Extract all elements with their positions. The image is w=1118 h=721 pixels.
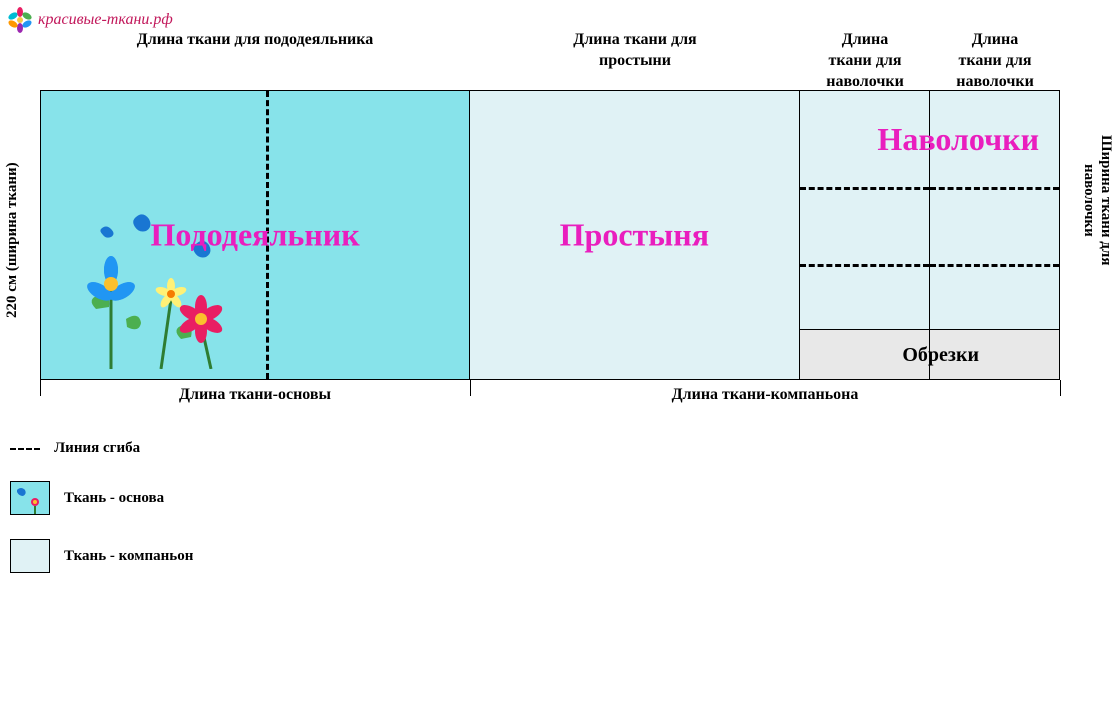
swatch-base-icon (10, 481, 50, 515)
legend: Линия сгиба Ткань - основа Ткань - компа… (10, 440, 193, 597)
top-label-pillow1: Длинаткани длянаволочки (800, 30, 930, 92)
flower-icon (6, 6, 34, 34)
pillows-label: Наволочки (877, 121, 1039, 158)
legend-base-label: Ткань - основа (64, 490, 164, 507)
swatch-companion-icon (10, 539, 50, 573)
fabric-layout-diagram: Пододеяльник Простыня Наволочки Обрезки (40, 90, 1060, 380)
top-label-duvet: Длина ткани для пододеяльника (40, 30, 470, 92)
logo-text: красивые-ткани.рф (38, 11, 173, 29)
scraps-label: Обрезки (902, 344, 979, 367)
bottom-label-base: Длина ткани-основы (40, 386, 470, 404)
top-labels-row: Длина ткани для пододеяльника Длина ткан… (40, 30, 1060, 92)
top-label-sheet: Длина ткани дляпростыни (470, 30, 800, 92)
sheet-label: Простыня (560, 217, 709, 254)
legend-fold-line: Линия сгиба (10, 440, 193, 457)
sheet-piece: Простыня (470, 91, 799, 379)
legend-fold-label: Линия сгиба (54, 440, 140, 457)
pillow2-fold-1 (930, 187, 1059, 190)
legend-companion-fabric: Ткань - компаньон (10, 539, 193, 573)
left-side-label: 220 см (ширина ткани) (4, 100, 21, 380)
tick (1060, 380, 1061, 396)
bottom-label-companion: Длина ткани-компаньона (470, 386, 1060, 404)
duvet-label: Пододеяльник (151, 217, 360, 254)
duvet-piece: Пододеяльник (41, 91, 470, 379)
right-side-label: Ширина ткани длянаволочки (1080, 100, 1114, 300)
pillow1-fold-1 (800, 187, 930, 190)
legend-base-fabric: Ткань - основа (10, 481, 193, 515)
dash-sample-icon (10, 448, 40, 450)
legend-companion-label: Ткань - компаньон (64, 548, 193, 565)
top-label-pillow2: Длинаткани длянаволочки (930, 30, 1060, 92)
pillow2-fold-2 (930, 264, 1059, 267)
pillow1-fold-2 (800, 264, 930, 267)
